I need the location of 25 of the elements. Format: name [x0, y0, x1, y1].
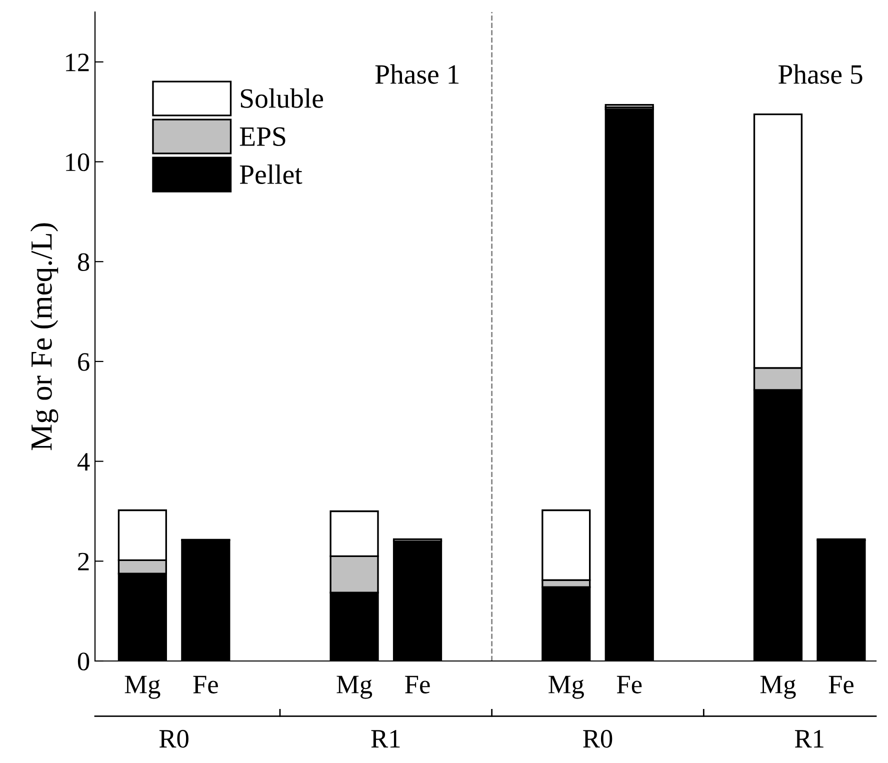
text: R0 — [159, 730, 188, 748]
text: R1 — [794, 730, 824, 748]
annotation: Phase 5 — [778, 64, 862, 84]
y-tick-label: 12 — [66, 54, 89, 72]
x-tick-label: Fe — [193, 676, 218, 694]
x-tick-label: Fe — [828, 676, 854, 694]
y-tick-label: 0 — [78, 652, 90, 670]
x-tick-label: Mg — [124, 676, 160, 699]
x-tick-label: Fe — [616, 676, 642, 694]
text: R0 — [583, 730, 612, 748]
x-tick-label: Mg — [760, 676, 796, 699]
legend-label: Pellet — [240, 164, 302, 184]
annotation: Phase 1 — [375, 64, 459, 84]
legend-label: EPS — [240, 127, 286, 146]
y-tick-label: 4 — [77, 453, 90, 470]
x-tick-label: Fe — [405, 676, 430, 694]
y-tick-label: 8 — [78, 253, 90, 272]
y-axis-title: Mg or Fe (meq./L) — [30, 223, 58, 450]
text: R1 — [371, 730, 400, 748]
legend-label: Soluble — [240, 88, 323, 108]
x-tick-label: Mg — [548, 676, 584, 699]
x-tick-label: Mg — [336, 676, 372, 699]
y-tick-label: 10 — [66, 153, 90, 172]
y-tick-label: 2 — [78, 552, 89, 570]
y-tick-label: 6 — [78, 353, 90, 371]
